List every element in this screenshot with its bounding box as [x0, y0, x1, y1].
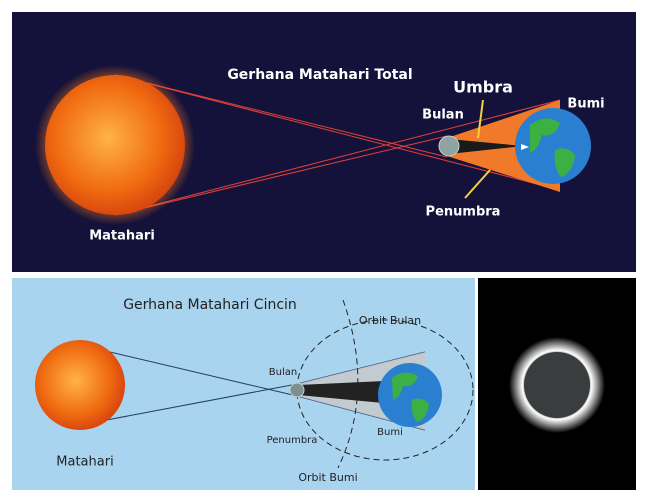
label: Bulan — [269, 367, 297, 378]
earth — [378, 363, 442, 427]
label: Bumi — [567, 97, 604, 112]
eclipse-moon — [524, 352, 590, 418]
earth — [515, 108, 591, 184]
pointers — [464, 99, 491, 199]
label: Penumbra — [267, 435, 318, 446]
label: Bumi — [377, 427, 403, 438]
umbra-cone — [449, 139, 523, 154]
marker — [521, 144, 529, 150]
earth-orbit — [337, 299, 359, 469]
moon — [438, 135, 460, 157]
label: Bulan — [422, 108, 464, 123]
moon — [289, 382, 305, 398]
label: Matahari — [89, 229, 155, 244]
bottom-title: Gerhana Matahari Cincin — [123, 297, 297, 313]
label: Matahari — [56, 455, 113, 470]
label: Penumbra — [426, 205, 501, 220]
moon-orbit — [296, 319, 474, 461]
sun — [35, 340, 125, 430]
top-title: Gerhana Matahari Total — [227, 67, 412, 83]
label: Umbra — [453, 78, 513, 97]
earth-land — [392, 372, 429, 422]
label: Orbit Bulan — [359, 314, 421, 327]
sun — [45, 75, 185, 215]
earth-land — [530, 118, 575, 177]
label: Orbit Bumi — [298, 471, 357, 484]
